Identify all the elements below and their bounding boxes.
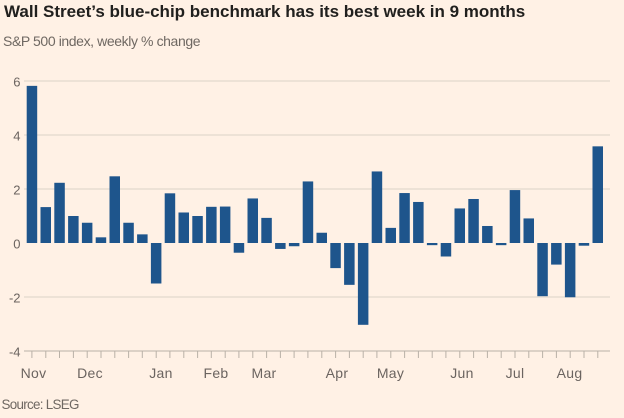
svg-text:0: 0 [13, 237, 20, 252]
svg-text:-2: -2 [9, 291, 21, 306]
svg-text:2: 2 [13, 183, 20, 198]
svg-text:Aug: Aug [557, 365, 583, 381]
svg-text:Nov: Nov [21, 365, 47, 381]
svg-text:-4: -4 [9, 345, 21, 360]
svg-text:Jun: Jun [450, 365, 473, 381]
svg-text:Dec: Dec [77, 365, 103, 381]
svg-text:Apr: Apr [326, 365, 349, 381]
svg-text:Jan: Jan [149, 365, 172, 381]
svg-text:May: May [377, 365, 404, 381]
svg-text:Mar: Mar [251, 365, 276, 381]
svg-text:6: 6 [13, 75, 20, 90]
svg-text:Feb: Feb [203, 365, 228, 381]
svg-text:4: 4 [13, 129, 20, 144]
svg-text:Jul: Jul [506, 365, 525, 381]
